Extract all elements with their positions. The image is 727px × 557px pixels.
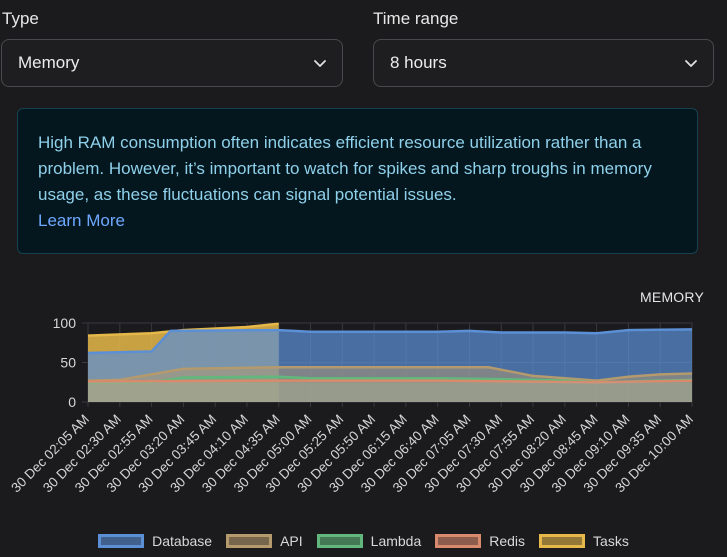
legend-swatch <box>435 534 482 548</box>
chart-title: MEMORY <box>640 289 704 305</box>
info-alert: High RAM consumption often indicates eff… <box>17 108 698 254</box>
type-label: Type <box>2 9 39 28</box>
series-line-redis <box>87 379 693 384</box>
time-range-label: Time range <box>373 9 459 28</box>
series-line-database <box>87 328 693 355</box>
legend-swatch <box>539 534 586 548</box>
legend-item-tasks[interactable]: Tasks <box>539 533 629 549</box>
y-tick-label: 50 <box>60 355 76 371</box>
legend-swatch <box>316 534 363 548</box>
legend-label: API <box>280 533 303 549</box>
time-range-select-value: 8 hours <box>390 53 447 72</box>
y-tick-label: 0 <box>68 394 76 410</box>
baseline-band <box>88 382 692 402</box>
legend-label: Tasks <box>593 533 629 549</box>
chart-legend: Database API Lambda Redis Tasks <box>0 529 727 553</box>
time-range-select[interactable]: 8 hours <box>373 39 714 87</box>
type-select-value: Memory <box>18 53 80 72</box>
legend-item-database[interactable]: Database <box>98 533 212 549</box>
legend-swatch <box>226 534 273 548</box>
legend-item-redis[interactable]: Redis <box>435 533 525 549</box>
series-area-lambda <box>88 376 692 402</box>
series-line-api <box>87 365 693 382</box>
legend-swatch <box>98 534 145 548</box>
chevron-down-icon <box>314 60 326 67</box>
series-area-redis <box>88 380 692 402</box>
info-alert-text: High RAM consumption often indicates eff… <box>38 133 652 204</box>
type-select[interactable]: Memory <box>1 39 343 87</box>
learn-more-link[interactable]: Learn More <box>38 211 125 230</box>
y-tick-label: 100 <box>53 315 77 331</box>
legend-label: Lambda <box>370 533 422 549</box>
legend-label: Database <box>152 533 213 549</box>
legend-item-lambda[interactable]: Lambda <box>316 533 422 549</box>
legend-label: Redis <box>489 533 526 549</box>
legend-item-api[interactable]: API <box>226 533 303 549</box>
chevron-down-icon <box>685 60 697 67</box>
